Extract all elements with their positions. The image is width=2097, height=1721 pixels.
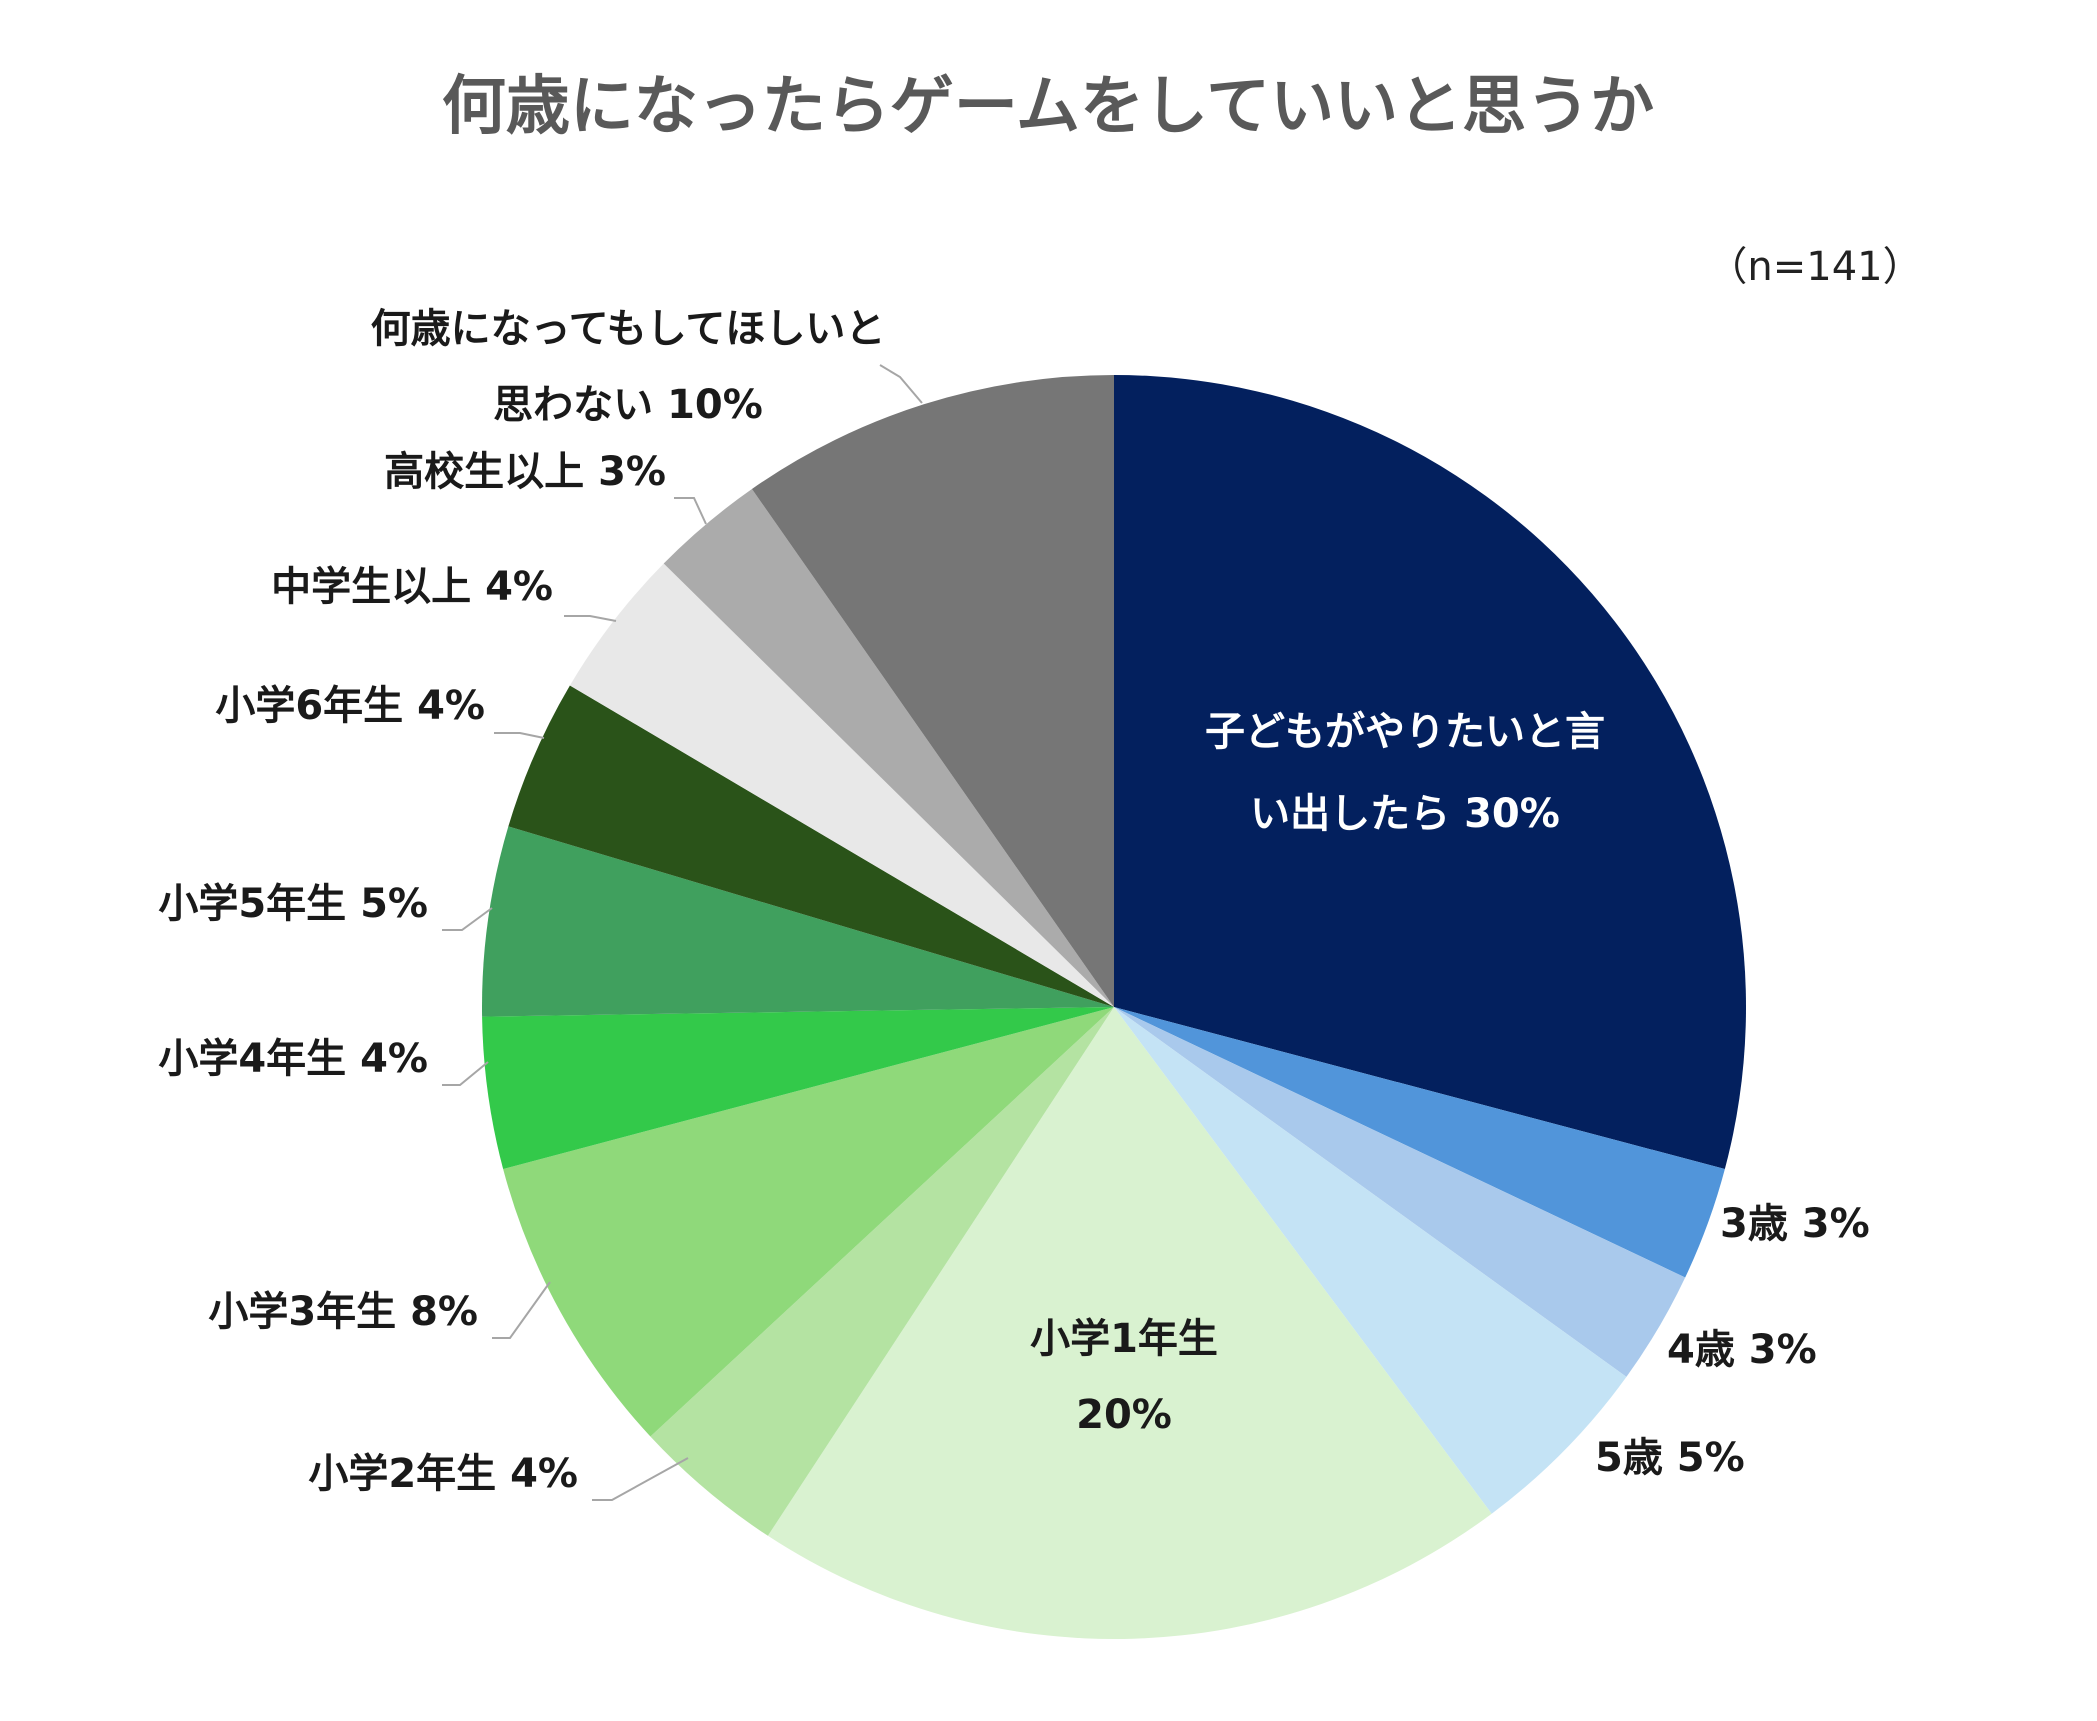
leader-line-5 — [592, 1457, 689, 1501]
slice-label-3: 5歳 5% — [1595, 1435, 1745, 1481]
pie-slice-7 — [482, 1007, 1114, 1170]
slice-label-line: 何歳になってもしてほしいと — [371, 306, 886, 352]
slice-label-line: 5歳 5% — [1595, 1435, 1745, 1481]
slice-label-5: 小学2年生 4% — [308, 1451, 578, 1497]
pie-slice-3 — [1114, 1007, 1627, 1514]
slice-label-10: 中学生以上 4% — [271, 564, 553, 610]
slice-label-7: 小学4年生 4% — [158, 1036, 428, 1082]
slice-label-line: 20% — [1076, 1392, 1172, 1438]
pie-slice-1 — [1114, 1007, 1725, 1278]
slice-label-line: 高校生以上 3% — [384, 449, 666, 495]
chart-title: 何歳になったらゲームをしていいと思うか — [442, 70, 1654, 144]
slice-label-line: 小学4年生 4% — [158, 1036, 428, 1082]
leader-line-7 — [442, 1061, 489, 1086]
slice-label-6: 小学3年生 8% — [208, 1289, 478, 1335]
slice-label-line: 小学2年生 4% — [308, 1451, 578, 1497]
slice-label-line: 小学5年生 5% — [158, 881, 428, 927]
pie-slice-9 — [508, 685, 1115, 1007]
slice-label-line: 中学生以上 4% — [271, 564, 553, 610]
slice-labels: 子どもがやりたいと言い出したら 30% 3歳 3% 4歳 3% 5歳 5% 小学1年生 2… — [158, 306, 1869, 1497]
slice-label-12: 何歳になってもしてほしいと思わない 10% — [371, 306, 886, 428]
slice-label-line: 思わない 10% — [493, 382, 763, 428]
slice-label-line: 小学1年生 — [1030, 1316, 1218, 1362]
slice-label-8: 小学5年生 5% — [158, 881, 428, 927]
pie-slice-10 — [569, 563, 1114, 1007]
slice-label-line: 小学6年生 4% — [215, 683, 485, 729]
slice-label-line: 小学3年生 8% — [208, 1289, 478, 1335]
pie-slice-12 — [751, 375, 1114, 1007]
slice-label-9: 小学6年生 4% — [215, 683, 485, 729]
pie-slices — [481, 374, 1747, 1640]
slice-label-line: 4歳 3% — [1667, 1327, 1817, 1373]
leader-line-8 — [442, 907, 493, 931]
slice-label-line: い出したら 30% — [1250, 791, 1560, 837]
pie-slice-11 — [663, 488, 1114, 1007]
slice-label-line: 3歳 3% — [1720, 1201, 1870, 1247]
leader-line-12 — [879, 364, 923, 404]
leader-line-11 — [674, 497, 707, 525]
sample-size-note: （n=141） — [1707, 244, 1922, 290]
slice-label-line: 子どもがやりたいと言 — [1205, 709, 1605, 755]
slice-label-0: 子どもがやりたいと言い出したら 30% — [1205, 709, 1605, 837]
pie-slice-0 — [1114, 374, 1747, 1170]
pie-slice-4 — [767, 1007, 1492, 1640]
pie-slice-5 — [650, 1007, 1114, 1536]
leader-lines — [442, 364, 923, 1501]
leader-line-6 — [492, 1281, 551, 1339]
pie-slice-8 — [481, 826, 1114, 1017]
pie-slice-2 — [1114, 1007, 1686, 1377]
slice-label-1: 3歳 3% — [1720, 1201, 1870, 1247]
leader-line-10 — [564, 615, 617, 622]
pie-slice-6 — [503, 1007, 1114, 1437]
slice-label-2: 4歳 3% — [1667, 1327, 1817, 1373]
leader-line-9 — [494, 732, 545, 739]
slice-label-4: 小学1年生 20% — [1030, 1316, 1218, 1438]
slice-label-11: 高校生以上 3% — [384, 449, 666, 495]
